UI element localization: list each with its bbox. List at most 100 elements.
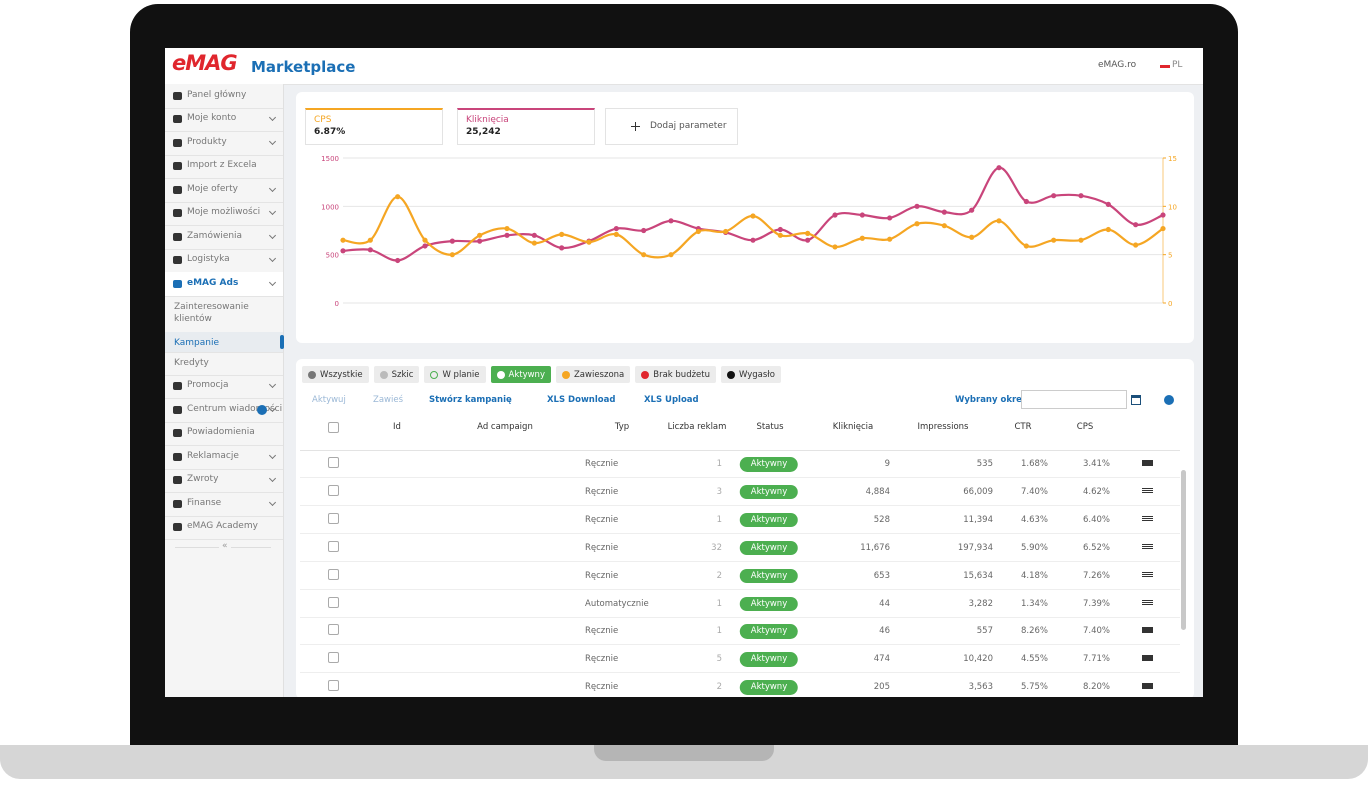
row-checkbox[interactable] [328,540,339,552]
sidebar-sublabel[interactable]: Kredyty [174,357,209,368]
row-menu[interactable] [1140,458,1155,470]
add-param-tab[interactable] [605,108,738,145]
data-point [859,235,865,241]
filter-label[interactable]: Aktywny [508,369,545,380]
sidebar-label[interactable]: Zwroty [187,474,219,485]
sidebar-collapse[interactable]: « [219,542,231,551]
sidebar-label[interactable]: Moje konto [187,113,237,124]
sidebar-item[interactable] [165,272,283,297]
sidebar-sublabel[interactable]: Zainteresowanie klientów [174,301,249,324]
sidebar-item[interactable] [165,225,283,250]
row-menu[interactable] [1140,598,1155,610]
sidebar-label[interactable]: Finanse [187,497,222,508]
cell-value: 557 [976,626,993,637]
filter-chip[interactable]: W planie [424,366,486,383]
sidebar-item[interactable] [165,108,283,132]
sidebar-item[interactable] [165,202,283,226]
sidebar-label[interactable]: Centrum wiadomości [187,403,283,414]
sidebar-sublabel[interactable]: Kampanie [174,337,219,348]
row-menu[interactable] [1140,570,1155,582]
sidebar-item[interactable] [165,375,283,399]
filter-label[interactable]: Wygasło [739,369,775,380]
sidebar-item[interactable] [165,155,283,179]
sidebar-item[interactable] [165,445,283,470]
add-param[interactable]: Dodaj parameter [650,121,727,131]
sidebar-label[interactable]: Powiadomienia [187,427,255,438]
row-menu-bar [1142,627,1153,629]
row-checkbox[interactable] [328,484,339,496]
row-checkbox[interactable] [328,624,339,636]
filter-label[interactable]: Brak budżetu [653,369,710,380]
filter-chip[interactable]: Aktywny [490,366,551,383]
filter-label[interactable]: W planie [442,369,480,380]
row-checkbox[interactable] [328,512,339,524]
sidebar-label[interactable]: Promocja [187,380,229,391]
toolbar-action[interactable]: XLS Download [547,395,616,405]
calendar-icon[interactable] [1131,395,1141,405]
status-badge: Aktywny [739,457,799,472]
sidebar-icon [173,429,182,438]
language-selector[interactable]: PL [1172,60,1183,70]
sidebar-item[interactable] [165,492,283,517]
sidebar-label[interactable]: eMAG Ads [187,277,239,288]
sidebar-item[interactable] [165,398,283,423]
toolbar-action[interactable]: Stwórz kampanię [429,395,512,405]
sidebar-label[interactable]: Zamówienia [187,230,243,241]
row-menu[interactable] [1140,653,1155,665]
sidebar-item[interactable] [165,84,283,109]
filter-chip[interactable]: Wszystkie [302,366,369,383]
metric-tab[interactable] [305,108,443,145]
sidebar-label[interactable]: eMAG Academy [187,521,258,532]
sidebar-item[interactable] [165,516,283,540]
data-point [641,227,647,234]
sidebar-label[interactable]: Moje możliwości [187,207,261,218]
sidebar-label[interactable]: Moje oferty [187,183,238,194]
row-menu[interactable] [1140,625,1155,637]
data-point [668,252,674,258]
row-menu[interactable] [1140,486,1155,498]
sidebar-item[interactable] [165,469,283,493]
row-menu-bar [1142,599,1153,601]
row-checkbox[interactable] [328,596,339,608]
status-badge: Aktywny [739,540,799,556]
row-menu[interactable] [1140,514,1155,526]
row-checkbox[interactable] [328,652,339,664]
sidebar-label[interactable]: Produkty [187,136,227,147]
sidebar-item[interactable] [165,178,283,203]
filter-label[interactable]: Szkic [391,369,414,380]
toolbar-action[interactable]: Zawieś [373,395,404,405]
filter-dot [379,370,388,379]
sidebar-label[interactable]: Logistyka [187,254,230,265]
sidebar-item[interactable] [165,131,283,156]
active-marker [280,334,284,349]
sidebar-label[interactable]: Reklamacje [187,450,239,461]
sidebar-subitem[interactable] [165,352,283,376]
row-checkbox[interactable] [328,457,339,468]
store-selector[interactable]: eMAG.ro [1098,60,1137,70]
metric-tab[interactable] [457,108,595,145]
data-point [422,243,428,249]
metric-value: 6.87% [314,127,346,137]
sidebar-label[interactable]: Import z Excela [187,160,257,171]
filter-chip[interactable]: Zawieszona [555,366,631,383]
filter-chip[interactable]: Wygasło [721,366,781,383]
header-checkbox[interactable] [328,422,339,433]
filter-chip[interactable]: Szkic [373,366,420,383]
sidebar-label[interactable]: Panel główny [187,89,247,100]
filter-chip[interactable]: Brak budżetu [635,366,716,383]
toolbar-action[interactable]: Aktywuj [312,395,346,405]
period-input[interactable] [1021,390,1127,409]
row-menu[interactable] [1140,542,1155,554]
filter-label[interactable]: Wszystkie [320,369,363,380]
row-checkbox[interactable] [328,568,339,580]
sidebar-item[interactable] [165,422,283,446]
row-menu-bar [1142,685,1153,687]
toolbar-action[interactable]: XLS Upload [644,395,699,405]
sidebar-subitem[interactable] [165,331,283,353]
filter-dot [561,370,570,379]
filter-label[interactable]: Zawieszona [573,369,625,380]
row-menu-bar [1142,464,1153,466]
row-menu[interactable] [1140,681,1155,693]
row-checkbox[interactable] [328,680,339,692]
settings-icon[interactable] [1164,395,1174,405]
